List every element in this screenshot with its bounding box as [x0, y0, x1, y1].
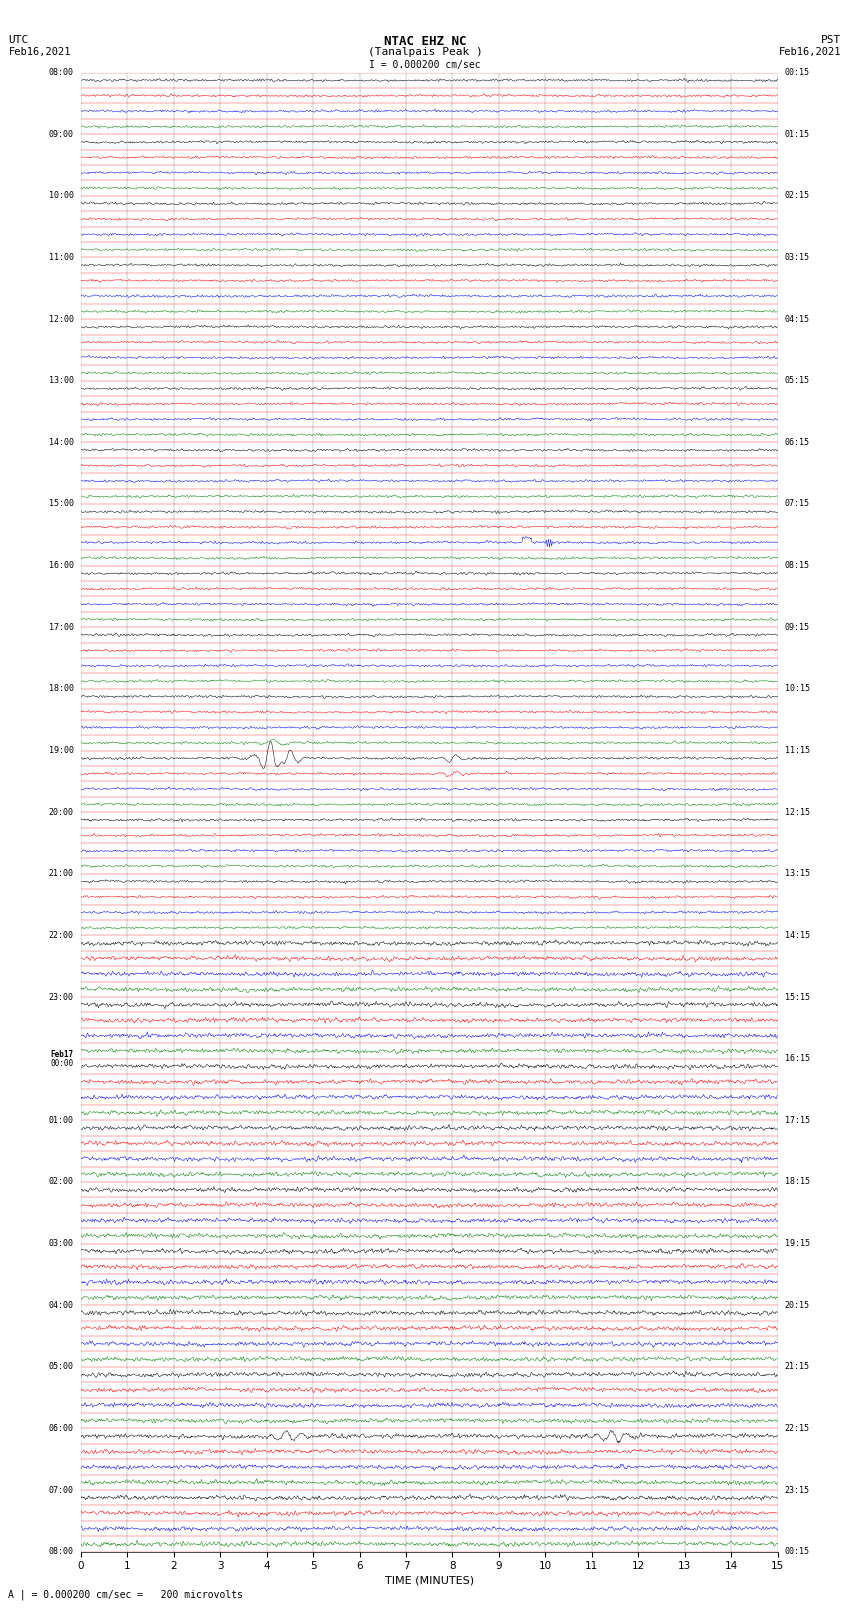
- Text: 01:15: 01:15: [785, 129, 810, 139]
- Text: Feb16,2021: Feb16,2021: [8, 47, 71, 56]
- Text: 10:00: 10:00: [48, 192, 74, 200]
- Text: UTC: UTC: [8, 35, 29, 45]
- Text: 04:00: 04:00: [48, 1300, 74, 1310]
- Text: 10:15: 10:15: [785, 684, 810, 694]
- Text: 02:00: 02:00: [48, 1177, 74, 1187]
- Text: 20:00: 20:00: [48, 808, 74, 816]
- Text: 17:15: 17:15: [785, 1116, 810, 1124]
- Text: 19:15: 19:15: [785, 1239, 810, 1248]
- Text: 02:15: 02:15: [785, 192, 810, 200]
- Text: 20:15: 20:15: [785, 1300, 810, 1310]
- Text: 08:15: 08:15: [785, 561, 810, 569]
- Text: 14:15: 14:15: [785, 931, 810, 940]
- Text: 12:00: 12:00: [48, 315, 74, 324]
- Text: 23:00: 23:00: [48, 992, 74, 1002]
- Text: 18:00: 18:00: [48, 684, 74, 694]
- Text: 09:00: 09:00: [48, 129, 74, 139]
- Text: Feb17: Feb17: [51, 1050, 74, 1058]
- Text: (Tanalpais Peak ): (Tanalpais Peak ): [367, 47, 483, 56]
- Text: 00:15: 00:15: [785, 68, 810, 77]
- Text: 06:15: 06:15: [785, 437, 810, 447]
- Text: PST: PST: [821, 35, 842, 45]
- Text: 15:00: 15:00: [48, 500, 74, 508]
- Text: 07:00: 07:00: [48, 1486, 74, 1495]
- Text: 03:00: 03:00: [48, 1239, 74, 1248]
- X-axis label: TIME (MINUTES): TIME (MINUTES): [385, 1576, 473, 1586]
- Text: 21:00: 21:00: [48, 869, 74, 877]
- Text: 22:00: 22:00: [48, 931, 74, 940]
- Text: 12:15: 12:15: [785, 808, 810, 816]
- Text: 13:00: 13:00: [48, 376, 74, 386]
- Text: 07:15: 07:15: [785, 500, 810, 508]
- Text: 13:15: 13:15: [785, 869, 810, 877]
- Text: 11:15: 11:15: [785, 747, 810, 755]
- Text: 09:15: 09:15: [785, 623, 810, 632]
- Text: 05:15: 05:15: [785, 376, 810, 386]
- Text: I = 0.000200 cm/sec: I = 0.000200 cm/sec: [369, 60, 481, 69]
- Text: 05:00: 05:00: [48, 1363, 74, 1371]
- Text: 08:00: 08:00: [48, 68, 74, 77]
- Text: 00:15: 00:15: [785, 1547, 810, 1557]
- Text: 23:15: 23:15: [785, 1486, 810, 1495]
- Text: 14:00: 14:00: [48, 437, 74, 447]
- Text: A | = 0.000200 cm/sec =   200 microvolts: A | = 0.000200 cm/sec = 200 microvolts: [8, 1589, 243, 1600]
- Text: Feb16,2021: Feb16,2021: [779, 47, 842, 56]
- Text: 06:00: 06:00: [48, 1424, 74, 1432]
- Text: 04:15: 04:15: [785, 315, 810, 324]
- Text: 17:00: 17:00: [48, 623, 74, 632]
- Text: 16:15: 16:15: [785, 1055, 810, 1063]
- Text: 18:15: 18:15: [785, 1177, 810, 1187]
- Text: 15:15: 15:15: [785, 992, 810, 1002]
- Text: 22:15: 22:15: [785, 1424, 810, 1432]
- Text: 08:00: 08:00: [48, 1547, 74, 1557]
- Text: 19:00: 19:00: [48, 747, 74, 755]
- Text: 03:15: 03:15: [785, 253, 810, 261]
- Text: 00:00: 00:00: [51, 1058, 74, 1068]
- Text: NTAC EHZ NC: NTAC EHZ NC: [383, 35, 467, 48]
- Text: 21:15: 21:15: [785, 1363, 810, 1371]
- Text: 11:00: 11:00: [48, 253, 74, 261]
- Text: 16:00: 16:00: [48, 561, 74, 569]
- Text: 01:00: 01:00: [48, 1116, 74, 1124]
